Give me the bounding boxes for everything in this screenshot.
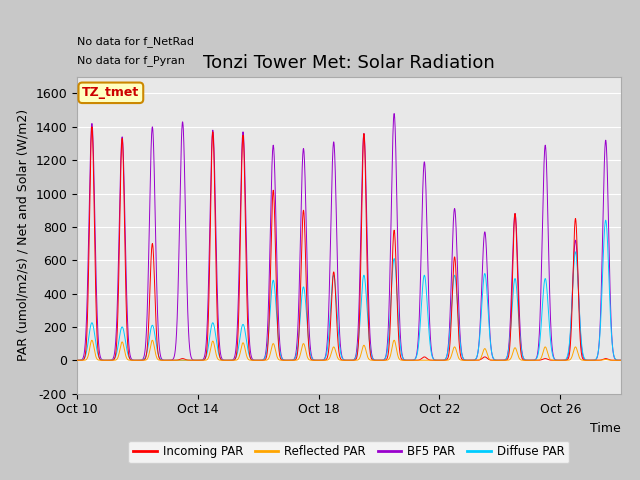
X-axis label: Time: Time bbox=[590, 422, 621, 435]
Text: No data for f_NetRad: No data for f_NetRad bbox=[77, 36, 194, 47]
Title: Tonzi Tower Met: Solar Radiation: Tonzi Tower Met: Solar Radiation bbox=[203, 54, 495, 72]
Text: No data for f_Pyran: No data for f_Pyran bbox=[77, 55, 185, 66]
Legend: Incoming PAR, Reflected PAR, BF5 PAR, Diffuse PAR: Incoming PAR, Reflected PAR, BF5 PAR, Di… bbox=[129, 441, 569, 463]
Text: TZ_tmet: TZ_tmet bbox=[82, 86, 140, 99]
Y-axis label: PAR (umol/m2/s) / Net and Solar (W/m2): PAR (umol/m2/s) / Net and Solar (W/m2) bbox=[17, 109, 29, 361]
